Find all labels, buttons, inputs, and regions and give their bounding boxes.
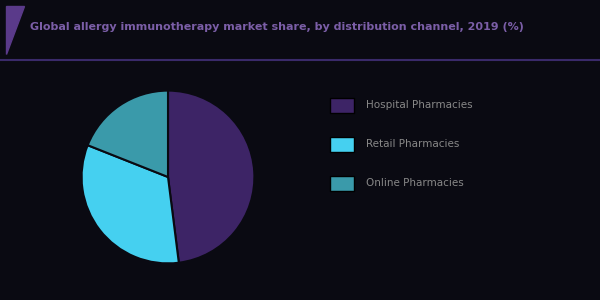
Text: Retail Pharmacies: Retail Pharmacies	[366, 139, 460, 149]
FancyBboxPatch shape	[330, 136, 354, 152]
FancyBboxPatch shape	[330, 176, 354, 190]
FancyBboxPatch shape	[330, 98, 354, 112]
Text: Online Pharmacies: Online Pharmacies	[366, 178, 464, 188]
Wedge shape	[88, 91, 168, 177]
Text: Hospital Pharmacies: Hospital Pharmacies	[366, 100, 473, 110]
Wedge shape	[82, 145, 179, 263]
Text: Global allergy immunotherapy market share, by distribution channel, 2019 (%): Global allergy immunotherapy market shar…	[30, 22, 524, 32]
Wedge shape	[168, 91, 254, 263]
Polygon shape	[6, 6, 24, 54]
